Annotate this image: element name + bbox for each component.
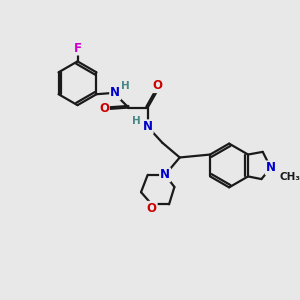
Text: N: N [110, 86, 120, 99]
Text: O: O [152, 79, 162, 92]
Text: H: H [132, 116, 141, 126]
Text: CH₃: CH₃ [280, 172, 300, 182]
Text: H: H [121, 81, 129, 91]
Text: O: O [147, 202, 157, 215]
Text: O: O [99, 102, 109, 116]
Text: F: F [74, 41, 82, 55]
Text: N: N [160, 168, 170, 181]
Text: N: N [266, 161, 276, 174]
Text: N: N [143, 120, 153, 133]
